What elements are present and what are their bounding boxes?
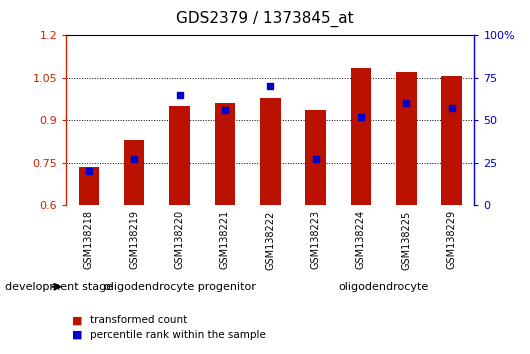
Bar [260,98,280,205]
Text: GSM138224: GSM138224 [356,210,366,269]
Bar [170,106,190,205]
Text: GSM138222: GSM138222 [266,210,275,269]
Text: GSM138219: GSM138219 [129,210,139,269]
Bar [215,103,235,205]
Bar [396,72,417,205]
Text: oligodendrocyte progenitor: oligodendrocyte progenitor [104,282,255,292]
Text: GSM138223: GSM138223 [311,210,321,269]
Bar [441,76,462,205]
Text: ■: ■ [72,315,82,325]
Text: oligodendrocyte: oligodendrocyte [339,282,429,292]
Text: GSM138221: GSM138221 [220,210,230,269]
Bar [351,68,371,205]
Text: percentile rank within the sample: percentile rank within the sample [90,330,266,339]
Bar [79,167,99,205]
Text: ■: ■ [72,330,82,339]
Text: GSM138218: GSM138218 [84,210,94,269]
Text: GSM138220: GSM138220 [174,210,184,269]
Bar [124,140,145,205]
Text: development stage: development stage [5,282,113,292]
Bar [305,110,326,205]
Text: GSM138225: GSM138225 [401,210,411,269]
Text: GSM138229: GSM138229 [447,210,457,269]
Text: transformed count: transformed count [90,315,187,325]
Text: GDS2379 / 1373845_at: GDS2379 / 1373845_at [176,11,354,27]
